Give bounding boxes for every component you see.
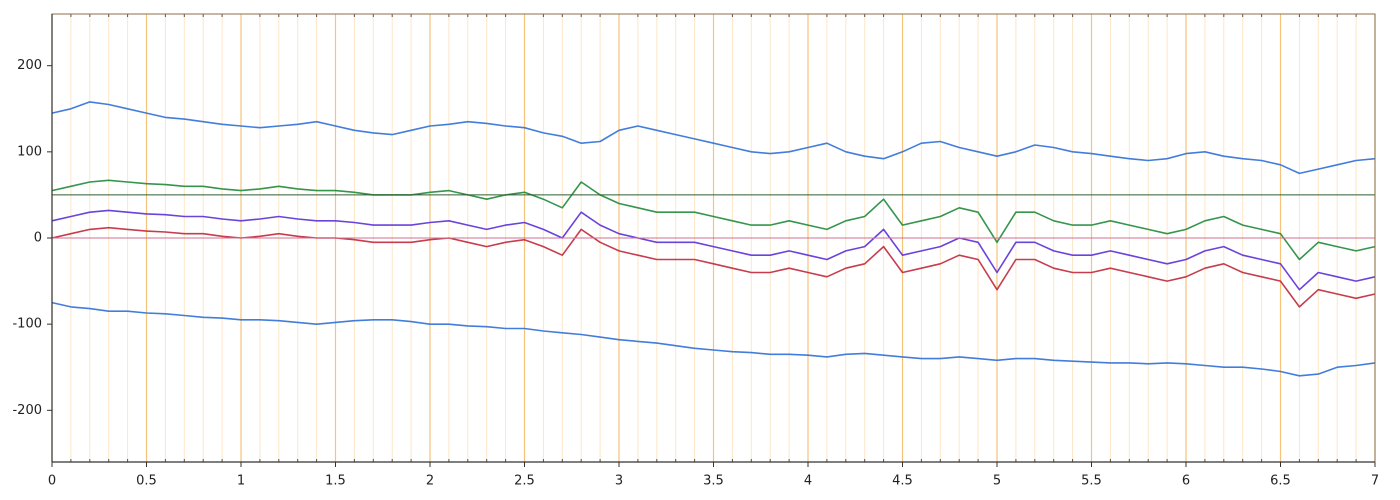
y-tick-label: -100 xyxy=(12,317,42,332)
x-tick-label: 1.5 xyxy=(325,474,346,489)
series-line xyxy=(51,209,1376,291)
series-line xyxy=(51,226,1376,308)
x-tick-label: 5.5 xyxy=(1081,474,1102,489)
y-tick-label: 0 xyxy=(34,231,42,246)
x-tick-label: 3.5 xyxy=(703,474,724,489)
x-tick-label: 0.5 xyxy=(136,474,157,489)
series-line xyxy=(51,179,1376,261)
x-tick-label: 7 xyxy=(1371,474,1379,489)
x-tick-label: 6.5 xyxy=(1270,474,1291,489)
x-tick-label: 2 xyxy=(426,474,434,489)
x-tick-label: 0 xyxy=(48,474,56,489)
x-tick-label: 6 xyxy=(1182,474,1190,489)
x-tick-label: 3 xyxy=(615,474,623,489)
x-tick-label: 5 xyxy=(993,474,1001,489)
series-line xyxy=(51,301,1376,377)
x-tick-label: 4 xyxy=(804,474,812,489)
series-line xyxy=(51,101,1376,175)
y-tick-label: -200 xyxy=(12,403,42,418)
y-tick-label: 200 xyxy=(17,58,42,73)
x-tick-label: 2.5 xyxy=(514,474,535,489)
x-tick-label: 1 xyxy=(237,474,245,489)
x-tick-label: 4.5 xyxy=(892,474,913,489)
y-tick-label: 100 xyxy=(17,144,42,159)
